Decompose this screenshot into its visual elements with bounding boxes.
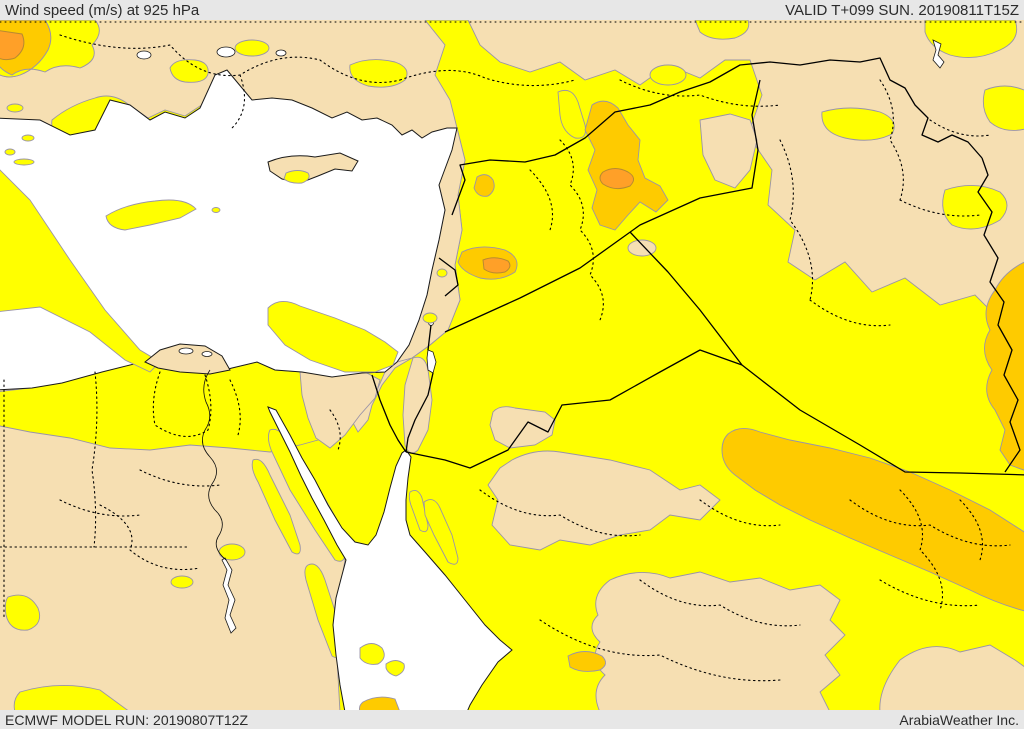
admin-egypt-meridian [91, 371, 98, 548]
border-jordan-saudi [405, 349, 743, 469]
wind-aegean-islands [0, 20, 100, 78]
border-syria-jordan-iraq [444, 79, 761, 333]
provider-label: ArabiaWeather Inc. [899, 711, 1019, 728]
aegean-island-2 [21, 134, 35, 142]
admin-saudi-6 [879, 579, 981, 607]
saudi-coast-strip-1 [408, 490, 429, 533]
admin-egypt-3 [99, 504, 201, 571]
admin-gold-band-1 [959, 499, 984, 561]
admin-saudi-4 [849, 499, 1011, 547]
calm-nefud-desert [487, 450, 721, 551]
calm-saudi-corner [879, 644, 1024, 710]
wind-patch-anatolia-2 [234, 39, 270, 57]
aegean-island-4 [13, 158, 35, 166]
wind-core-southeast-band [721, 428, 1024, 612]
admin-turkey-3 [399, 69, 576, 87]
calm-jordan-highlands [402, 356, 433, 454]
border-iran-iraq [977, 157, 1021, 473]
wind-patch-turkey-top [694, 20, 750, 40]
footer-bar: ECMWF MODEL RUN: 20190807T12Z ArabiaWeat… [0, 710, 1024, 729]
admin-iran-1 [879, 79, 904, 201]
page-title: Wind speed (m/s) at 925 hPa [5, 1, 200, 19]
wind-patch-iran-edge-2 [942, 185, 1008, 230]
wind-patch-iran-edge-1 [982, 85, 1024, 131]
wind-patch-anatolia-3 [349, 59, 408, 88]
wind-spot-egypt-sw [4, 594, 41, 631]
calm-saudi-south [591, 571, 846, 710]
valid-time-label: VALID T+099 SUN. 20190811T15Z [785, 1, 1019, 19]
wind-peak-ne-syria [599, 168, 634, 190]
wind-spot-egypt-bottom [13, 685, 129, 710]
red-sea-gold-spot [358, 696, 400, 710]
red-sea [267, 406, 513, 710]
lebanon-wind-pocket [436, 268, 448, 278]
turkey-lake-3 [275, 49, 287, 57]
red-sea-wind-spot-2 [385, 660, 405, 677]
calm-syria-spot [627, 239, 657, 257]
border-israel-jordan [405, 324, 434, 453]
delta-lagoon-2 [201, 351, 213, 357]
admin-syria-1 [559, 139, 604, 321]
border-iraq-saudi [741, 364, 1024, 476]
wind-patch-anatolia-4 [557, 89, 586, 139]
admin-egypt-delta-1 [152, 371, 212, 437]
wind-patch-anatolia-5 [649, 64, 687, 86]
border-turkey-syria-iraq-iran [451, 57, 983, 216]
lake-nasser [221, 557, 237, 634]
turkey-lake-2 [216, 46, 236, 58]
admin-saudi-5 [539, 619, 781, 682]
wind-dot-sea [211, 207, 221, 213]
admin-turkey-2 [231, 74, 246, 129]
wind-peak-damascus [482, 257, 511, 274]
header-bar: Wind speed (m/s) at 925 hPa VALID T+099 … [0, 0, 1024, 20]
cyprus-wind-spot [283, 170, 310, 184]
map-area [0, 20, 1024, 710]
wind-lens-west-cyprus [105, 199, 197, 231]
wind-strip-eastern-desert-2 [251, 458, 301, 555]
wind-peak-aegean-corner [0, 30, 25, 61]
border-lebanon-syria [438, 257, 459, 297]
admin-syria-2 [529, 169, 554, 231]
admin-egypt-2 [59, 499, 141, 517]
nile-river [202, 369, 227, 561]
admin-iran-3 [899, 199, 981, 217]
wind-spot-egypt-2 [170, 575, 194, 589]
admin-gold-band-2 [899, 489, 944, 611]
wind-patch-anatolia-1 [169, 59, 209, 83]
border-egypt-israel [371, 374, 407, 453]
aegean-island-3 [4, 148, 16, 156]
wind-blob-se-mediterranean [267, 301, 399, 373]
galilee-wind-pocket [422, 312, 438, 324]
lake-urmia [932, 39, 945, 69]
admin-egypt-delta-2 [229, 379, 241, 436]
turkey-lake-1 [136, 50, 152, 60]
saudi-coast-strip-2 [423, 499, 459, 565]
wind-patch-ne-corner [924, 20, 1018, 59]
admin-iraq-2 [809, 299, 891, 327]
admin-saudi-3 [639, 579, 801, 627]
aegean-island-1 [6, 103, 24, 113]
model-run-label: ECMWF MODEL RUN: 20190807T12Z [5, 711, 248, 728]
admin-iran-2 [929, 119, 991, 137]
red-sea-wind-spot-1 [359, 643, 385, 665]
admin-egypt-1 [139, 469, 221, 487]
wind-core-zagros-edge [984, 261, 1024, 471]
admin-saudi-2 [699, 499, 781, 527]
admin-saudi-1 [479, 489, 641, 537]
wind-core-saudi-spot [567, 651, 606, 672]
wind-core-homs [473, 174, 495, 197]
wind-speed-map [0, 20, 1024, 710]
calm-central-syria [699, 113, 758, 189]
border-jordan-iraq [629, 231, 743, 366]
wind-core-ne-syria [584, 100, 669, 231]
delta-lagoon-1 [178, 347, 194, 355]
admin-iraq-1 [779, 139, 813, 301]
admin-turkey-4 [619, 79, 781, 107]
